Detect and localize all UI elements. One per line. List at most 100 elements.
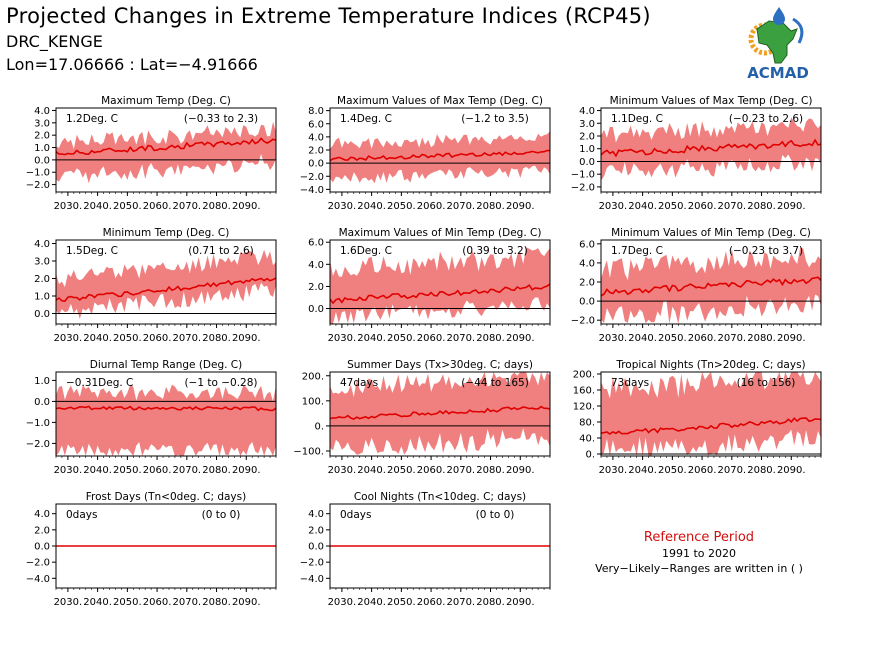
y-tick-label: 120. xyxy=(573,402,595,413)
y-tick-label: 2.0 xyxy=(34,525,50,536)
y-tick-label: −2.0 xyxy=(26,558,50,569)
chart-mean-change: 1.6Deg. C xyxy=(340,245,392,257)
x-tick-label: 2090. xyxy=(506,333,535,344)
reference-period-title: Reference Period xyxy=(643,530,755,545)
y-tick-label: 4.0 xyxy=(308,260,324,271)
x-tick-label: 2030. xyxy=(54,597,83,608)
chart-likely-range: (−1 to −0.28) xyxy=(184,377,257,389)
x-tick-label: 2050. xyxy=(387,201,416,212)
chart-title: Frost Days (Tn<0deg. C; days) xyxy=(86,491,246,503)
x-tick-label: 2040. xyxy=(83,597,112,608)
swirl-icon xyxy=(792,17,804,44)
chart-likely-range: (−0.23 to 3.7) xyxy=(729,245,803,257)
chart-mean-change: 0days xyxy=(340,509,371,521)
chart-mean-change: −0.31Deg. C xyxy=(66,377,133,389)
y-tick-label: 160. xyxy=(573,386,595,397)
x-tick-label: 2080. xyxy=(202,201,231,212)
station-coordinates: Lon=17.06666 : Lat=−4.91666 xyxy=(6,55,258,74)
x-tick-label: 2090. xyxy=(506,597,535,608)
x-tick-label: 2090. xyxy=(232,465,261,476)
x-tick-label: 2090. xyxy=(777,201,806,212)
plot-frame xyxy=(600,107,822,193)
y-tick-label: 4.0 xyxy=(579,106,595,117)
logo-text: ACMAD xyxy=(747,64,809,82)
x-tick-label: 2050. xyxy=(658,465,687,476)
chart-mean-change: 0days xyxy=(66,509,97,521)
y-tick-label: 40. xyxy=(579,434,595,445)
x-tick-label: 2040. xyxy=(83,333,112,344)
y-tick-label: 4.0 xyxy=(34,106,50,117)
x-tick-label: 2090. xyxy=(232,597,261,608)
y-tick-label: −2.0 xyxy=(571,316,595,327)
ensemble-mean-line xyxy=(55,277,277,303)
reference-period-legend: Reference Period 1991 to 2020 Very−Likel… xyxy=(588,530,810,575)
x-tick-label: 2040. xyxy=(628,201,657,212)
uncertainty-band xyxy=(56,121,276,184)
y-tick-label: 4.0 xyxy=(34,509,50,520)
y-tick-label: 2.0 xyxy=(579,278,595,289)
y-tick-label: 0.0 xyxy=(579,157,595,168)
y-tick-label: 3.0 xyxy=(579,119,595,130)
y-tick-label: −4.0 xyxy=(300,574,324,585)
x-tick-label: 2090. xyxy=(777,333,806,344)
y-tick-label: 4.0 xyxy=(308,132,324,143)
x-tick-label: 2050. xyxy=(387,333,416,344)
y-tick-label: −4.0 xyxy=(300,185,324,196)
x-tick-label: 2050. xyxy=(658,333,687,344)
x-tick-label: 2090. xyxy=(777,465,806,476)
acmad-logo xyxy=(748,7,804,64)
ensemble-mean-line xyxy=(329,405,551,420)
ensemble-mean-line xyxy=(600,276,822,297)
y-tick-label: 2.0 xyxy=(34,131,50,142)
x-tick-label: 2030. xyxy=(54,201,83,212)
x-tick-label: 2060. xyxy=(143,597,172,608)
x-tick-label: 2090. xyxy=(506,465,535,476)
x-tick-label: 2060. xyxy=(688,201,717,212)
chart-likely-range: (0 to 0) xyxy=(476,509,515,521)
uncertainty-band xyxy=(330,247,550,324)
x-tick-label: 2050. xyxy=(113,201,142,212)
chart-likely-range: (0.71 to 2.6) xyxy=(188,245,254,257)
y-tick-label: 0.0 xyxy=(34,155,50,166)
ensemble-mean-line xyxy=(600,417,822,435)
y-tick-label: 0.0 xyxy=(34,309,50,320)
y-tick-label: −100. xyxy=(293,446,324,457)
y-tick-label: 2.0 xyxy=(308,282,324,293)
chart-title: Maximum Values of Min Temp (Deg. C) xyxy=(339,227,542,239)
x-tick-label: 2060. xyxy=(417,201,446,212)
x-tick-label: 2070. xyxy=(172,597,201,608)
x-tick-label: 2040. xyxy=(83,465,112,476)
x-tick-label: 2040. xyxy=(628,465,657,476)
x-tick-label: 2080. xyxy=(202,597,231,608)
reference-period-years: 1991 to 2020 xyxy=(661,547,737,560)
y-tick-label: 100. xyxy=(302,396,324,407)
y-tick-label: −2.0 xyxy=(571,182,595,193)
y-tick-label: 3.0 xyxy=(34,118,50,129)
y-tick-label: 6.0 xyxy=(579,239,595,250)
x-tick-label: 2050. xyxy=(113,597,142,608)
x-tick-label: 2030. xyxy=(328,465,357,476)
x-tick-label: 2070. xyxy=(172,201,201,212)
plot-frame xyxy=(55,239,277,325)
uncertainty-band xyxy=(330,372,550,455)
uncertainty-band xyxy=(330,131,550,184)
x-tick-label: 2060. xyxy=(143,333,172,344)
y-tick-label: 1.0 xyxy=(34,292,50,303)
y-tick-label: 6.0 xyxy=(308,119,324,130)
y-tick-label: 80. xyxy=(579,418,595,429)
x-tick-label: 2040. xyxy=(357,465,386,476)
y-tick-label: −1.0 xyxy=(26,168,50,179)
x-tick-label: 2030. xyxy=(599,201,628,212)
chart-likely-range: (−44 to 165) xyxy=(461,377,529,389)
x-tick-label: 2050. xyxy=(113,465,142,476)
y-tick-label: 1.0 xyxy=(34,143,50,154)
plot-frame xyxy=(55,107,277,193)
